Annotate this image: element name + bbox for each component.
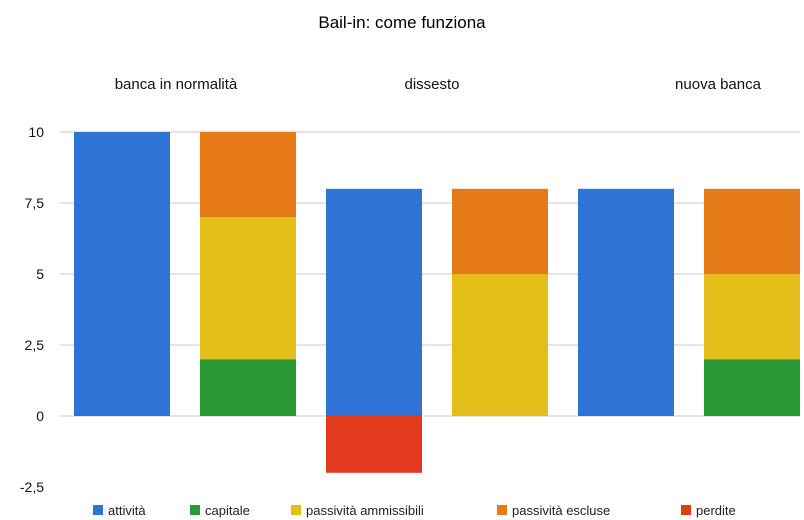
bar-stack-3 [326,188,422,473]
chart-title: Bail-in: come funziona [318,13,486,32]
bar-stack-1 [74,132,170,416]
bar-segment-passivita-ammissibili [452,274,548,416]
legend-item-perdite: perdite [681,503,736,518]
legend-swatch [291,505,301,515]
bar-segment-passivita-escluse [200,132,296,218]
y-tick-label: 5 [36,266,44,282]
bar-stack-2 [200,132,296,416]
y-tick-label: 10 [28,124,44,140]
y-tick-label: 0 [36,408,44,424]
bar-segment-attivita [578,188,674,416]
y-axis-ticks: 10 7,5 5 2,5 0 -2,5 [20,124,44,495]
legend: attività capitale passività ammissibili pas… [93,503,736,518]
legend-label: passività ammissibili [306,503,424,518]
legend-swatch [93,505,103,515]
group-label-banca-in-normalita: banca in normalità [115,76,238,93]
bar-segment-capitale [704,359,800,416]
bar-segment-perdite [326,416,422,473]
gridlines [60,131,800,417]
bar-stack-5 [578,188,674,416]
y-tick-label: -2,5 [20,479,44,495]
legend-label: perdite [696,503,736,518]
bar-segment-passivita-ammissibili [200,217,296,360]
legend-swatch [497,505,507,515]
bar-segment-attivita [74,132,170,416]
bar-segment-passivita-escluse [452,188,548,274]
y-tick-label: 2,5 [25,337,45,353]
legend-swatch [681,505,691,515]
bar-segment-attivita [326,188,422,416]
group-label-dissesto: dissesto [404,76,459,93]
bar-segment-passivita-escluse [704,188,800,274]
group-labels: banca in normalità dissesto nuova banca [115,76,762,93]
bar-stack-4 [452,188,548,416]
legend-swatch [190,505,200,515]
y-tick-label: 7,5 [25,195,45,211]
legend-label: passività escluse [512,503,610,518]
legend-label: attività [108,503,146,518]
bars [74,132,800,473]
legend-item-passivita-ammissibili: passività ammissibili [291,503,424,518]
legend-item-attivita: attività [93,503,146,518]
group-label-nuova-banca: nuova banca [675,76,762,93]
bar-segment-capitale [200,359,296,416]
bar-stack-6 [704,188,800,416]
legend-item-capitale: capitale [190,503,250,518]
bar-segment-passivita-ammissibili [704,274,800,360]
legend-label: capitale [205,503,250,518]
legend-item-passivita-escluse: passività escluse [497,503,610,518]
